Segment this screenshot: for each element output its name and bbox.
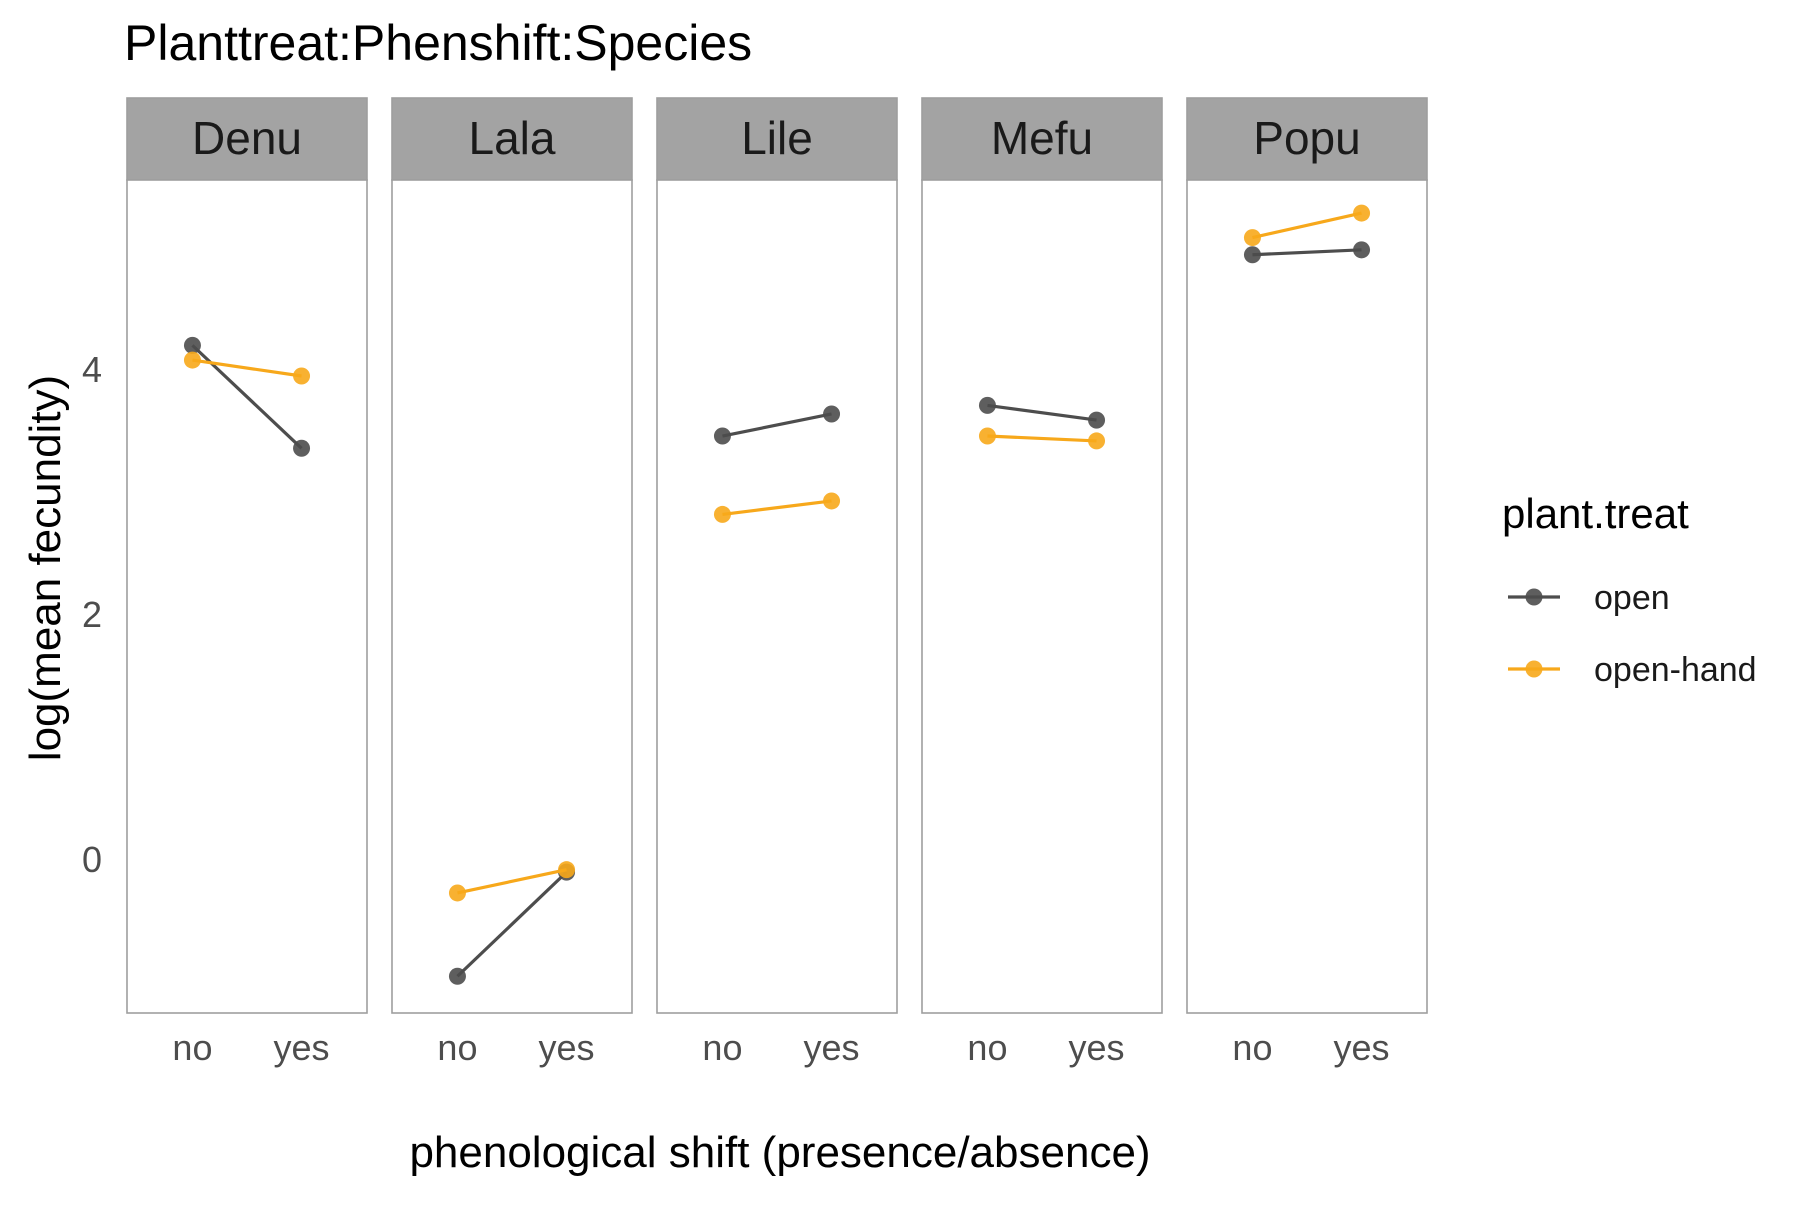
data-point-open-yes — [293, 439, 311, 457]
data-point-open-no — [1243, 246, 1261, 264]
data-point-open-hand-yes — [558, 861, 576, 879]
legend-label-open-hand: open-hand — [1594, 651, 1757, 689]
facet-panel-popu: Popu no yes — [1186, 97, 1428, 1068]
data-point-open-no — [183, 336, 201, 354]
panel-border — [1186, 179, 1428, 1014]
facet-label: Lile — [741, 112, 813, 164]
x-tick-label: no — [967, 1027, 1007, 1068]
data-point-open-yes — [1088, 411, 1106, 429]
facet-strip — [126, 97, 368, 181]
legend: plant.treat open open-hand — [1502, 490, 1757, 689]
y-tick-label: 2 — [82, 594, 102, 635]
data-point-open-no — [978, 396, 996, 414]
x-tick-label: no — [172, 1027, 212, 1068]
data-point-open-hand-no — [448, 884, 466, 902]
data-point-open-hand-no — [978, 427, 996, 445]
facet-label: Mefu — [991, 112, 1093, 164]
x-tick-label: yes — [539, 1027, 595, 1068]
facet-strip — [1186, 97, 1428, 181]
panel-border — [921, 179, 1163, 1014]
chart-title: Planttreat:Phenshift:Species — [124, 15, 752, 71]
series-line-open — [1252, 248, 1362, 257]
facet-panel-lala: Lala no yes — [391, 97, 633, 1068]
y-tick-label: 4 — [82, 349, 102, 390]
series-line-open — [722, 412, 832, 438]
data-point-open-hand-yes — [1088, 432, 1106, 450]
series-line-open-hand — [192, 358, 302, 378]
series-line-open-hand — [722, 499, 832, 517]
y-axis-title: log(mean fecundity) — [21, 375, 70, 761]
x-tick-label: no — [1232, 1027, 1272, 1068]
x-tick-label: no — [702, 1027, 742, 1068]
data-point-open-hand-yes — [293, 367, 311, 385]
legend-key-point-open — [1525, 588, 1543, 606]
panel-border — [656, 179, 898, 1014]
x-tick-label: no — [437, 1027, 477, 1068]
data-point-open-hand-no — [183, 351, 201, 369]
data-point-open-hand-yes — [1353, 204, 1371, 222]
facet-panel-denu: Denu no yes — [126, 97, 368, 1068]
facet-strip — [656, 97, 898, 181]
panel-border — [126, 179, 368, 1014]
legend-key-point-open-hand — [1525, 660, 1543, 678]
facet-strip — [391, 97, 633, 181]
series-line-open-hand — [987, 434, 1097, 443]
legend-title: plant.treat — [1502, 490, 1689, 537]
data-point-open-hand-yes — [823, 492, 841, 510]
facet-strip — [921, 97, 1163, 181]
panel-border — [391, 179, 633, 1014]
data-point-open-hand-no — [1243, 229, 1261, 247]
facet-label: Lala — [469, 112, 556, 164]
x-tick-label: yes — [274, 1027, 330, 1068]
data-point-open-no — [448, 967, 466, 985]
y-tick-label: 0 — [82, 839, 102, 880]
data-point-open-no — [713, 427, 731, 445]
facet-panel-lile: Lile no yes — [656, 97, 898, 1068]
x-tick-label: yes — [1069, 1027, 1125, 1068]
legend-label-open: open — [1594, 579, 1670, 617]
data-point-open-hand-no — [713, 505, 731, 523]
facet-label: Denu — [192, 112, 302, 164]
x-tick-label: yes — [1334, 1027, 1390, 1068]
x-tick-label: yes — [804, 1027, 860, 1068]
x-axis-title: phenological shift (presence/absence) — [409, 1128, 1150, 1177]
facet-panel-mefu: Mefu no yes — [921, 97, 1163, 1068]
series-line-open — [456, 870, 568, 978]
series-line-open-hand — [1252, 211, 1362, 240]
facet-label: Popu — [1253, 112, 1360, 164]
data-point-open-yes — [1353, 241, 1371, 259]
data-point-open-yes — [823, 405, 841, 423]
series-line-open — [987, 403, 1097, 422]
series-line-open-hand — [457, 868, 567, 895]
